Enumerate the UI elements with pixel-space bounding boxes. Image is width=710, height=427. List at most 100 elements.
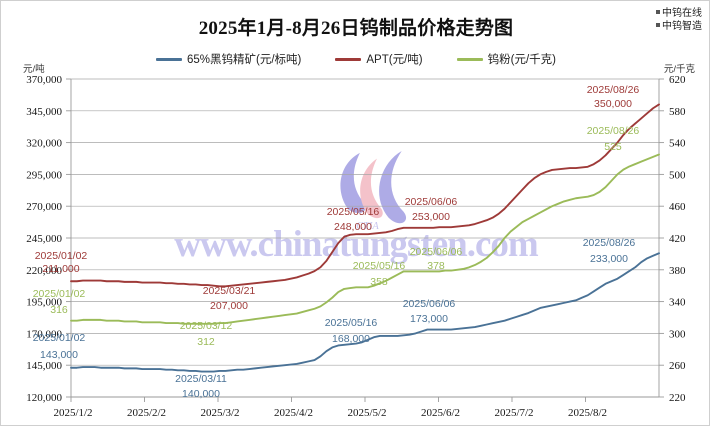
watermark-logo-icon: CTIA [340, 151, 407, 232]
annotation-10: 2025/06/06 253,000 [405, 196, 458, 223]
y-axis-label-right: 540 [669, 138, 686, 150]
y-axis-label-right: 420 [669, 233, 686, 245]
y-axis-label-left: 295,000 [26, 169, 62, 181]
brand-corner-label: 中钨在线 中钨智造 [656, 7, 702, 33]
chart-legend: 65%黑钨精矿(元/标吨) APT(元/吨) 钨粉(元/千克) [1, 51, 710, 67]
annotation-13: 2025/08/26 350,000 [587, 84, 640, 110]
y-axis-label-right: 380 [669, 265, 686, 277]
annotation-12: 2025/06/06 173,000 [403, 298, 456, 325]
y-axis-label-left: 145,000 [26, 360, 62, 372]
y-axis-label-right: 500 [669, 169, 686, 181]
legend-item-1[interactable]: 65%黑钨精矿(元/标吨) [156, 51, 301, 67]
annotation-6: 2025/03/11 140,000 [175, 373, 227, 400]
legend-label: 钨粉(元/千克) [487, 54, 556, 66]
watermark-text: www.chinatungsten.com [174, 224, 539, 265]
y-axis-label-right: 340 [669, 297, 686, 309]
series-line-2 [70, 103, 660, 288]
annotation-date: 2025/08/26 [587, 125, 640, 137]
y-axis-label-left: 245,000 [26, 233, 62, 245]
annotation-4: 2025/03/21 207,000 [203, 285, 256, 312]
y-axis-label-right: 260 [669, 360, 686, 372]
annotation-date: 2025/05/16 [325, 317, 378, 329]
annotation-date: 2025/06/06 [403, 298, 456, 310]
legend-swatch-icon [156, 57, 183, 61]
y-axis-label-left: 270,000 [26, 201, 62, 213]
y-axis-label-right: 580 [669, 106, 686, 118]
annotation-value: 378 [427, 260, 445, 272]
annotation-value: 143,000 [40, 349, 78, 361]
annotation-value: 173,000 [410, 313, 448, 325]
annotation-value: 358 [370, 276, 388, 288]
y-axis-label-left: 195,000 [26, 297, 62, 309]
x-axis-label: 2025/5/2 [347, 407, 386, 419]
annotation-date: 2025/06/06 [405, 196, 458, 208]
watermark-logo-caption: CTIA [356, 221, 379, 232]
brand-text-1: 中钨在线 [662, 8, 702, 19]
series-line-3 [70, 153, 660, 325]
y-axis-label-right: 220 [669, 392, 686, 404]
legend-item-2[interactable]: APT(元/吨) [335, 51, 423, 67]
y-axis-label-left: 345,000 [26, 106, 62, 118]
legend-label: 65%黑钨精矿(元/标吨) [187, 54, 302, 66]
annotation-date: 2025/05/16 [353, 260, 406, 272]
annotation-2: 2025/01/02 316 [33, 288, 86, 316]
annotation-date: 2025/03/11 [175, 373, 227, 385]
y-axis-label-left: 320,000 [26, 138, 62, 150]
annotation-date: 2025/03/21 [203, 285, 256, 297]
x-axis-label: 2025/7/2 [494, 407, 533, 419]
annotation-7: 2025/05/16 248,000 [327, 206, 380, 233]
bullet-icon [656, 23, 660, 27]
annotation-value: 316 [50, 304, 68, 316]
x-axis-label: 2025/4/2 [274, 407, 313, 419]
annotation-15: 2025/08/26 233,000 [583, 237, 636, 265]
brand-text-2: 中钨智造 [662, 21, 702, 32]
y-axis-unit-left: 元/吨 [23, 64, 45, 75]
annotation-value: 233,000 [590, 253, 628, 265]
x-axis-label: 2025/2/2 [127, 407, 166, 419]
brand-line-1: 中钨在线 [656, 7, 702, 20]
annotation-8: 2025/05/16 358 [353, 260, 406, 288]
x-axis-label: 2025/3/2 [200, 407, 239, 419]
annotation-9: 2025/05/16 168,000 [325, 317, 378, 345]
annotation-value: 211,000 [42, 263, 79, 275]
annotation-3: 2025/01/02 143,000 [33, 332, 86, 361]
legend-swatch-icon [456, 57, 483, 61]
legend-swatch-icon [335, 57, 362, 61]
x-axis-label: 2025/8/2 [568, 407, 607, 419]
series-line-1 [70, 252, 660, 373]
annotation-date: 2025/08/26 [583, 237, 636, 249]
chart-title: 2025年1月-8月26日钨制品价格走势图 [198, 18, 514, 39]
annotation-date: 2025/01/02 [33, 332, 86, 344]
logo-left-flame [340, 152, 366, 214]
annotation-value: 525 [604, 141, 622, 153]
annotation-date: 2025/03/12 [180, 320, 233, 332]
annotation-date: 2025/08/26 [587, 84, 640, 96]
annotation-value: 140,000 [182, 388, 220, 400]
bullet-icon [656, 10, 660, 14]
x-axis-label: 2025/6/2 [421, 407, 460, 419]
annotation-14: 2025/08/26 525 [587, 125, 640, 153]
annotation-value: 168,000 [332, 333, 370, 345]
annotation-date: 2025/01/02 [35, 250, 88, 262]
annotation-value: 312 [197, 336, 215, 348]
annotation-11: 2025/06/06 378 [410, 246, 463, 272]
y-axis-label-right: 300 [669, 328, 686, 340]
annotation-value: 248,000 [334, 221, 372, 233]
y-axis-unit-right: 元/千克 [663, 64, 695, 75]
annotation-date: 2025/01/02 [33, 288, 86, 300]
legend-item-3[interactable]: 钨粉(元/千克) [456, 51, 556, 67]
y-axis-label-right: 620 [669, 74, 686, 86]
annotation-value: 253,000 [412, 211, 450, 223]
logo-mid-flame [360, 158, 383, 219]
annotation-5: 2025/03/12 312 [180, 320, 233, 348]
y-axis-label-right: 460 [669, 201, 686, 213]
y-axis-label-left: 170,000 [26, 328, 62, 340]
annotation-value: 350,000 [594, 98, 632, 110]
annotation-value: 207,000 [210, 300, 248, 312]
annotation-date: 2025/05/16 [327, 206, 380, 218]
x-axis-label: 2025/1/2 [53, 407, 92, 419]
y-axis-label-left: 370,000 [26, 74, 62, 86]
